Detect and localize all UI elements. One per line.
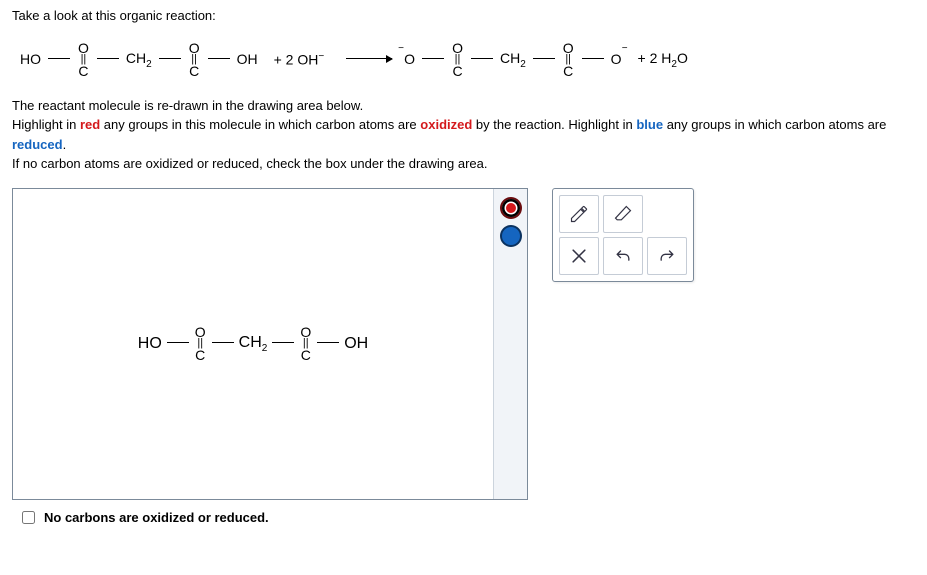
reaction-arrow (346, 58, 392, 59)
bond (471, 58, 493, 59)
atom-oh[interactable]: OH (344, 335, 368, 353)
undo-button[interactable] (603, 237, 643, 275)
product-water: + 2 H2O (638, 50, 688, 70)
bond[interactable] (272, 342, 294, 343)
eraser-icon (613, 204, 633, 224)
no-change-checkbox[interactable] (22, 511, 35, 524)
atom-c: C (301, 348, 311, 362)
atom-ch2: CH2 (500, 50, 526, 70)
work-area: HO O || C CH2 O || C (12, 188, 915, 527)
close-icon (569, 246, 589, 266)
drawing-canvas-wrap: HO O || C CH2 O || C (12, 188, 528, 500)
atom-c: C (563, 64, 573, 78)
redo-icon (657, 246, 677, 266)
prompt-text: Take a look at this organic reaction: (12, 8, 915, 23)
reaction-equation: HO O || C CH2 O || C OH + 2 OH− − O O ||… (20, 41, 907, 78)
draw-tool-button[interactable] (559, 195, 599, 233)
redo-button[interactable] (647, 237, 687, 275)
carbonyl-group: O || C (452, 41, 463, 78)
canvas-molecule: HO O || C CH2 O || C (138, 325, 368, 362)
bond[interactable] (167, 342, 189, 343)
instructions-block: The reactant molecule is re-drawn in the… (12, 96, 915, 174)
color-swatch-blue[interactable] (500, 225, 522, 247)
drawing-canvas[interactable]: HO O || C CH2 O || C (13, 189, 493, 499)
atom-c: C (78, 64, 88, 78)
no-change-label: No carbons are oxidized or reduced. (44, 510, 269, 525)
color-palette (493, 189, 527, 499)
instr-line-1: The reactant molecule is re-drawn in the… (12, 96, 915, 116)
no-change-checkbox-row: No carbons are oxidized or reduced. (12, 508, 528, 527)
neg-o-left: − O (404, 51, 415, 67)
bond (533, 58, 555, 59)
atom-ch2[interactable]: CH2 (239, 334, 268, 354)
carbonyl-group: O || C (563, 41, 574, 78)
bond (48, 58, 70, 59)
bond (422, 58, 444, 59)
atom-ho: HO (20, 51, 41, 67)
erase-tool-button[interactable] (603, 195, 643, 233)
bond (582, 58, 604, 59)
instr-line-3: If no carbon atoms are oxidized or reduc… (12, 154, 915, 174)
pencil-icon (569, 204, 589, 224)
bond[interactable] (317, 342, 339, 343)
atom-c: C (452, 64, 462, 78)
carbonyl-group[interactable]: O || C (300, 325, 311, 362)
clear-button[interactable] (559, 237, 599, 275)
bond (208, 58, 230, 59)
undo-icon (613, 246, 633, 266)
neg-o-right: O − (611, 51, 622, 67)
bond (159, 58, 181, 59)
carbonyl-group[interactable]: O || C (195, 325, 206, 362)
toolbox (552, 188, 694, 282)
atom-ho[interactable]: HO (138, 335, 162, 353)
bond (97, 58, 119, 59)
carbonyl-group: O || C (189, 41, 200, 78)
atom-c: C (195, 348, 205, 362)
color-swatch-red[interactable] (500, 197, 522, 219)
atom-c: C (189, 64, 199, 78)
instr-line-2: Highlight in red any groups in this mole… (12, 115, 915, 154)
reagent-text: + 2 OH− (274, 51, 325, 68)
atom-ch2: CH2 (126, 50, 152, 70)
carbonyl-group: O || C (78, 41, 89, 78)
bond[interactable] (212, 342, 234, 343)
atom-oh: OH (237, 51, 258, 67)
